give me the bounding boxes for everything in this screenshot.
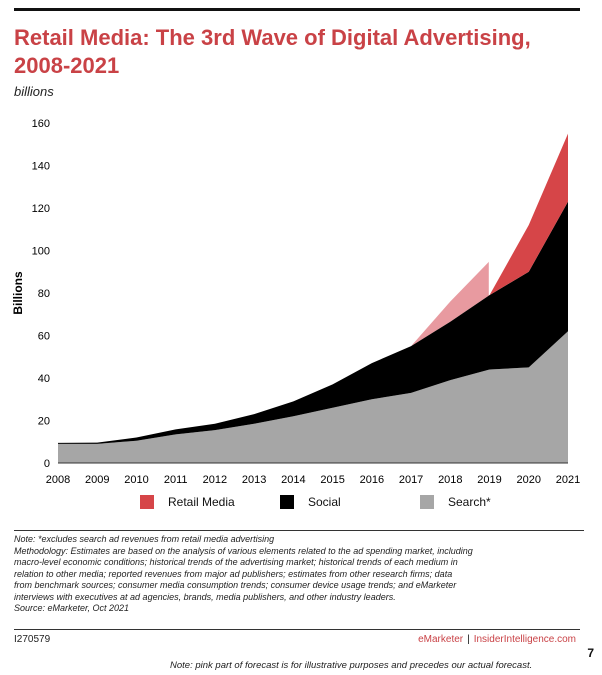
chart-id: I270579 xyxy=(14,634,51,645)
brand-insider: InsiderIntelligence.com xyxy=(473,634,576,645)
legend-label-search: Search* xyxy=(448,495,491,509)
footer: I270579 eMarketer | InsiderIntelligence.co… xyxy=(14,629,580,645)
y-tick-label: 60 xyxy=(38,331,50,343)
units-label: billions xyxy=(14,84,54,99)
legend-swatch-search xyxy=(420,495,434,509)
x-tick-label: 2017 xyxy=(399,474,423,486)
y-tick-label: 120 xyxy=(32,203,50,215)
area-retail-media xyxy=(489,133,568,296)
x-tick-label: 2008 xyxy=(46,474,70,486)
y-tick-label: 160 xyxy=(32,118,50,130)
x-tick-label: 2016 xyxy=(360,474,384,486)
x-tick-label: 2010 xyxy=(124,474,148,486)
x-tick-label: 2014 xyxy=(281,474,305,486)
y-tick-label: 20 xyxy=(38,416,50,428)
legend-swatch-retail-media xyxy=(140,495,154,509)
x-tick-label: 2015 xyxy=(320,474,344,486)
x-tick-label: 2021 xyxy=(556,474,580,486)
chart-legend: Retail Media Social Search* xyxy=(140,495,560,509)
legend-label-social: Social xyxy=(308,495,341,509)
x-tick-label: 2009 xyxy=(85,474,109,486)
note-line: Methodology: Estimates are based on the … xyxy=(14,545,473,556)
y-tick-label: 140 xyxy=(32,161,50,173)
note-line: interviews with executives at ad agencie… xyxy=(14,591,396,602)
note-line: Note: *excludes search ad revenues from … xyxy=(14,534,275,544)
legend-swatch-social xyxy=(280,495,294,509)
y-axis-label: Billions xyxy=(11,271,25,315)
x-tick-label: 2018 xyxy=(438,474,462,486)
area-chart: 0 20 40 60 80 100 120 140 160 2008 2009 2010 2011 201… xyxy=(11,118,580,486)
note-line: macro-level economic conditions; histori… xyxy=(14,557,458,567)
legend-label-retail-media: Retail Media xyxy=(168,495,235,509)
area-social xyxy=(58,201,568,444)
x-tick-label: 2011 xyxy=(164,474,188,486)
legend-item-search: Search* xyxy=(420,495,560,509)
methodology-notes: Note: *excludes search ad revenues from … xyxy=(14,530,584,615)
x-tick-label: 2013 xyxy=(242,474,266,486)
x-tick-label: 2020 xyxy=(517,474,541,486)
brand-emarketer: eMarketer xyxy=(418,634,464,645)
y-tick-label: 0 xyxy=(44,458,50,470)
y-tick-label: 80 xyxy=(38,288,50,300)
illustrative-forecast-area xyxy=(411,261,490,347)
chart-title: Retail Media: The 3rd Wave of Digital Ad… xyxy=(14,25,531,78)
legend-item-retail-media: Retail Media xyxy=(140,495,280,509)
note-line: relation to other media; reported revenu… xyxy=(14,568,453,579)
brand-credit: eMarketer | InsiderIntelligence.com xyxy=(418,634,576,645)
y-tick-label: 40 xyxy=(38,373,50,385)
y-tick-label: 100 xyxy=(32,246,50,258)
note-line: from benchmark sources; consumer media c… xyxy=(14,580,457,590)
x-tick-label: 2019 xyxy=(477,474,501,486)
forecast-note: Note: pink part of forecast is for illus… xyxy=(170,660,533,671)
top-rule xyxy=(14,8,580,11)
legend-item-social: Social xyxy=(280,495,420,509)
x-tick-label: 2012 xyxy=(203,474,227,486)
note-source: Source: eMarketer, Oct 2021 xyxy=(14,603,130,613)
page-number: 7 xyxy=(587,646,594,660)
area-search xyxy=(58,331,568,463)
brand-separator: | xyxy=(467,634,470,645)
